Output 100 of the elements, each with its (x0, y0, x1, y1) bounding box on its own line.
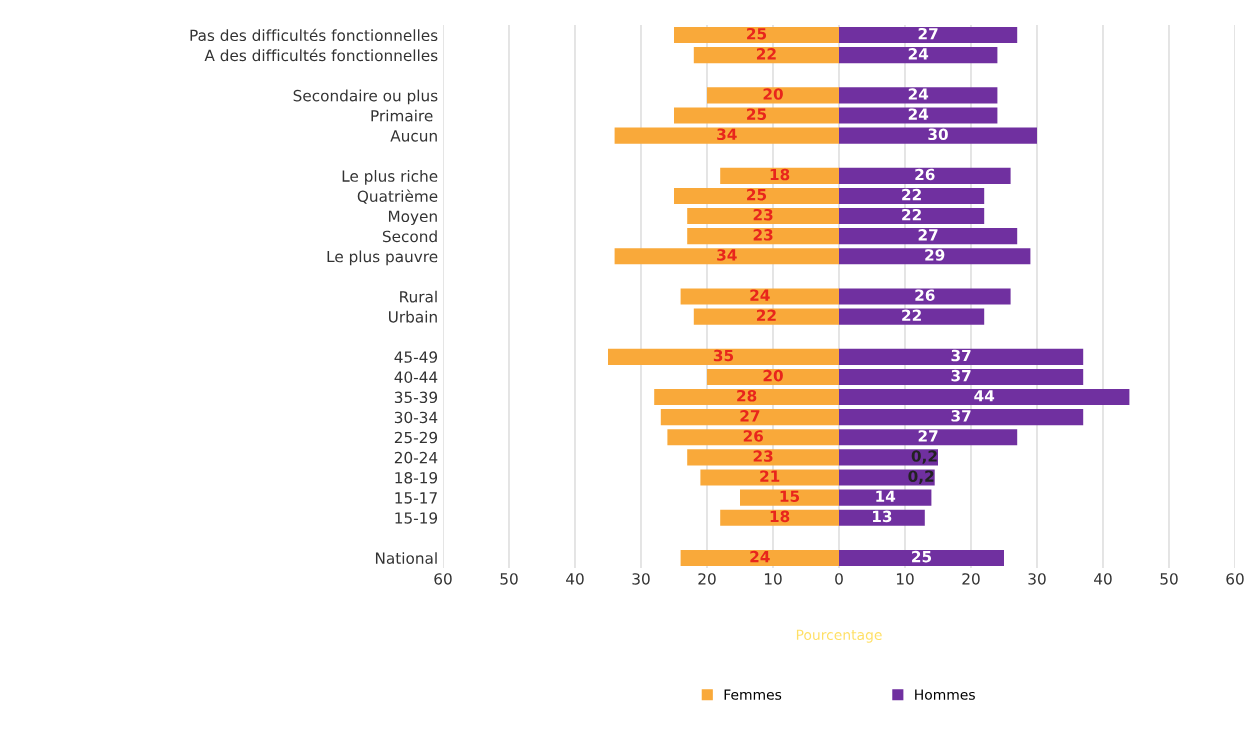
data-label: 22 (756, 48, 776, 60)
annotation: 0,2 (911, 450, 937, 464)
bar (839, 449, 938, 466)
data-label: 27 (918, 229, 938, 241)
data-label: 37 (951, 369, 971, 382)
data-label: 22 (902, 208, 921, 221)
bar (707, 368, 839, 385)
y-tick-label: Urbain (389, 310, 437, 323)
y-tick-label: Second (382, 230, 437, 243)
legend-label: Femmes (724, 689, 782, 700)
data-label: 34 (717, 128, 737, 141)
bar (687, 228, 839, 245)
bar (707, 87, 839, 104)
data-label: 14 (876, 490, 896, 502)
data-label: 24 (908, 108, 929, 120)
bar (660, 409, 839, 426)
y-tick-label: Primaire (371, 109, 433, 122)
y-tick-label: Quatrième (357, 189, 438, 204)
bar (687, 449, 839, 466)
y-tick-label: Secondaire ou plus (293, 89, 438, 105)
data-label: 24 (908, 88, 929, 100)
data-label: 30 (928, 128, 948, 141)
bar (839, 549, 1004, 566)
data-label: 26 (743, 430, 764, 442)
data-label: 22 (902, 309, 921, 321)
x-tick-label: 40 (566, 573, 584, 585)
bar (693, 47, 839, 64)
data-label: 28 (737, 389, 757, 402)
data-label: 24 (750, 550, 770, 563)
data-label: 15 (780, 490, 800, 503)
y-tick-label: 15-17 (395, 492, 437, 504)
y-tick-label: Moyen (388, 210, 437, 226)
bar (839, 509, 925, 526)
data-label: 23 (753, 229, 773, 241)
bar (839, 348, 1084, 365)
data-label: 25 (912, 550, 932, 563)
y-tick-label: 40-44 (394, 371, 438, 383)
x-tick-label: 0 (835, 573, 843, 585)
y-tick-label: 20-24 (394, 451, 438, 464)
bar (693, 308, 839, 325)
y-tick-label: 25-29 (394, 431, 438, 444)
x-tick-label: 40 (1094, 573, 1112, 585)
data-label: 18 (770, 168, 790, 181)
y-tick-label: A des difficultés fonctionnelles (204, 48, 438, 62)
data-label: 22 (756, 309, 776, 321)
data-label: 13 (872, 510, 892, 523)
data-label: 23 (753, 450, 773, 462)
data-label: 24 (750, 289, 770, 301)
y-tick-label: 35-39 (394, 391, 438, 404)
data-label: 26 (915, 168, 935, 181)
bar (839, 469, 935, 486)
data-label: 23 (753, 208, 773, 221)
x-tick-label: 50 (1160, 573, 1178, 585)
bar (740, 489, 839, 506)
bar (839, 208, 985, 225)
bar (667, 429, 839, 446)
bar (680, 549, 839, 566)
y-tick-label: Le plus pauvre (327, 250, 438, 266)
bar (839, 187, 985, 204)
data-label: 25 (747, 27, 767, 40)
annotation: 0,2 (908, 470, 934, 484)
y-tick-label: Aucun (390, 130, 437, 142)
data-label: 35 (713, 349, 734, 362)
data-label: 26 (915, 289, 935, 301)
data-label: 37 (951, 410, 971, 422)
bar (839, 409, 1084, 426)
x-tick-label: 20 (698, 573, 716, 585)
x-tick-label: 30 (632, 573, 650, 585)
bar (839, 107, 998, 124)
data-label: 20 (763, 88, 783, 100)
bar (614, 127, 839, 144)
y-tick-label: 30-34 (394, 411, 438, 424)
data-label: 22 (902, 188, 921, 201)
x-tick-label: 10 (764, 573, 782, 585)
y-tick-label: Le plus riche (342, 170, 438, 185)
data-label: 27 (918, 430, 938, 442)
bar (720, 167, 839, 184)
bar (674, 187, 839, 204)
data-label: 24 (908, 48, 929, 60)
bar (839, 368, 1084, 385)
bar (839, 389, 1130, 406)
legend-label: Hommes (915, 689, 975, 700)
bar (839, 429, 1018, 446)
bar (839, 47, 998, 64)
bar (839, 127, 1037, 144)
y-tick-label: National (375, 552, 437, 564)
data-label: 37 (951, 349, 971, 362)
bar (839, 27, 1018, 44)
bar (839, 308, 985, 325)
bar (839, 228, 1018, 245)
data-label: 27 (740, 410, 760, 422)
bar (839, 288, 1011, 305)
bar (680, 288, 839, 305)
data-label: 20 (763, 369, 783, 382)
data-label: 21 (760, 470, 780, 482)
x-tick-label: 60 (434, 573, 452, 585)
bar (687, 208, 839, 225)
data-label: 25 (747, 108, 767, 120)
bar (674, 27, 839, 44)
bar (839, 167, 1011, 184)
